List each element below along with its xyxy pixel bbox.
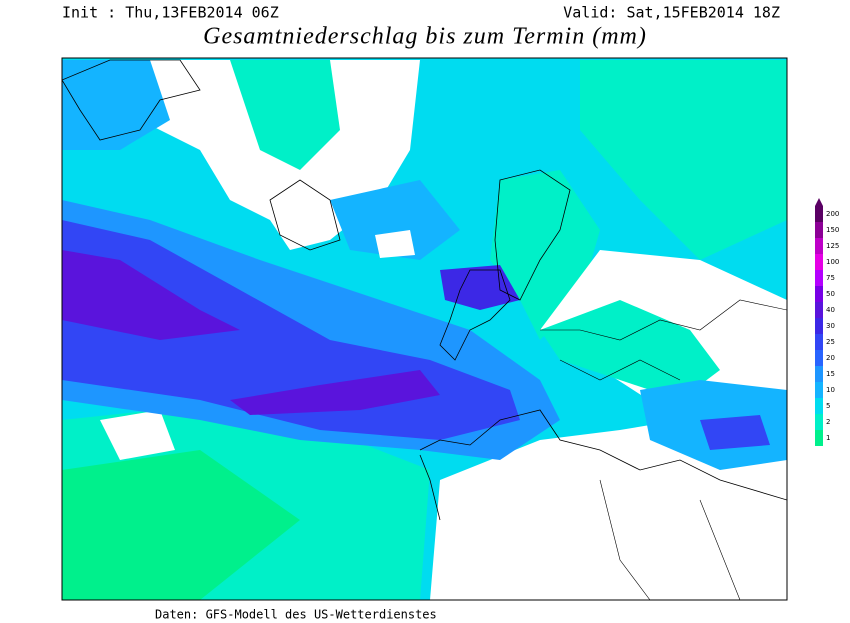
legend-label: 200 <box>826 210 839 218</box>
legend-swatch <box>815 382 823 398</box>
legend-label: 20 <box>826 354 835 362</box>
legend-swatch <box>815 398 823 414</box>
legend-label: 75 <box>826 274 835 282</box>
legend-arrow <box>815 198 823 206</box>
legend-label: 5 <box>826 402 830 410</box>
legend-swatch <box>815 430 823 446</box>
legend-swatch <box>815 334 823 350</box>
map-frame <box>61 57 788 601</box>
legend-swatch <box>815 318 823 334</box>
data-source: Daten: GFS-Modell des US-Wetterdienstes <box>155 608 437 622</box>
legend-label: 40 <box>826 306 835 314</box>
legend-swatch <box>815 350 823 366</box>
legend-label: 50 <box>826 290 835 298</box>
legend-label: 15 <box>826 370 835 378</box>
map-title: Gesamtniederschlag bis zum Termin (mm) <box>203 24 647 50</box>
legend-label: 25 <box>826 338 835 346</box>
legend-label: 2 <box>826 418 830 426</box>
legend-swatch <box>815 414 823 430</box>
legend-label: 30 <box>826 322 835 330</box>
legend-swatch <box>815 206 823 222</box>
legend-swatch <box>815 222 823 238</box>
legend-swatch <box>815 286 823 302</box>
legend-label: 100 <box>826 258 839 266</box>
legend-swatch <box>815 254 823 270</box>
legend-label: 1 <box>826 434 830 442</box>
legend-label: 150 <box>826 226 839 234</box>
legend-swatch <box>815 366 823 382</box>
legend-label: 10 <box>826 386 835 394</box>
init-time: Init : Thu,13FEB2014 06Z <box>62 4 279 22</box>
color-legend: 200 150 125 100 75 50 40 30 25 20 15 10 5 2 1 <box>815 198 839 446</box>
legend-swatch <box>815 238 823 254</box>
legend-label: 125 <box>826 242 839 250</box>
valid-time: Valid: Sat,15FEB2014 18Z <box>563 4 780 22</box>
legend-swatch <box>815 302 823 318</box>
map-area <box>62 58 787 600</box>
legend-swatch <box>815 270 823 286</box>
